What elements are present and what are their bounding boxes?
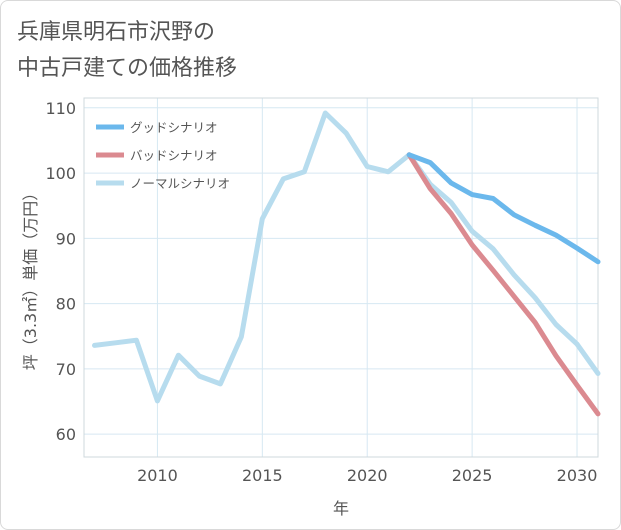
y-tick-label: 70 (56, 360, 76, 379)
x-tick-label: 2020 (347, 466, 388, 485)
series-layer (92, 110, 601, 417)
y-axis-title: 坪（3.3㎡）単価（万円） (21, 185, 40, 370)
legend-label-0: グッドシナリオ (130, 120, 218, 135)
x-tick-label: 2010 (137, 466, 178, 485)
y-tick-label: 80 (56, 295, 76, 314)
series-line-0 (406, 152, 601, 265)
chart-title: 兵庫県明石市沢野の 中古戸建ての価格推移 (17, 15, 577, 87)
x-tick-label: 2030 (557, 466, 598, 485)
legend-label-1: バッドシナリオ (130, 148, 218, 163)
y-axis-ticks: 60 70 80 90 100 110 (45, 99, 76, 444)
plot-area (83, 97, 599, 458)
chart-title-line-1: 兵庫県明石市沢野の (17, 20, 216, 45)
series-line-1 (406, 152, 601, 417)
chart-title-line-2: 中古戸建ての価格推移 (17, 56, 238, 81)
y-tick-label: 100 (45, 164, 76, 183)
series-line-2 (92, 110, 601, 404)
x-tick-label: 2015 (242, 466, 283, 485)
y-tick-label: 60 (56, 425, 76, 444)
x-axis-title: 年 (333, 499, 349, 518)
x-axis-ticks: 2010 2015 2020 2025 2030 (137, 466, 597, 485)
legend-label-2: ノーマルシナリオ (130, 176, 230, 191)
y-tick-label: 110 (45, 99, 76, 118)
y-tick-label: 90 (56, 229, 76, 248)
x-tick-label: 2025 (452, 466, 493, 485)
